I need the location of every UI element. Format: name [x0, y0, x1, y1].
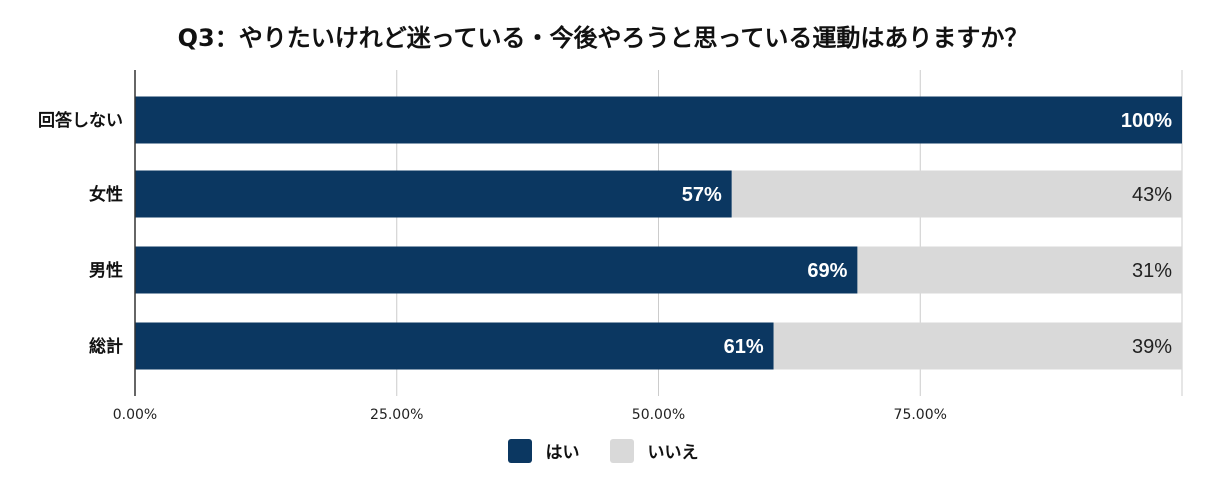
- legend-swatch-yes: [507, 438, 532, 463]
- data-label: 31%: [1132, 260, 1172, 282]
- legend-item-no: いいえ: [609, 438, 699, 463]
- bar-yes: [135, 246, 858, 294]
- category-label: 男性: [89, 260, 123, 281]
- chart-title: Q3：やりたいけれど迷っている・今後やろうと思っている運動はありますか？: [177, 24, 1029, 52]
- data-label: 39%: [1132, 336, 1172, 358]
- x-tick-label: 50.00%: [632, 407, 685, 423]
- category-label: 女性: [89, 184, 123, 205]
- bar-no: [731, 170, 1182, 218]
- x-tick-label: 75.00%: [894, 407, 947, 423]
- legend: はい いいえ: [0, 438, 1206, 463]
- legend-item-yes: はい: [507, 438, 580, 463]
- data-label: 43%: [1132, 184, 1172, 206]
- data-label: 69%: [807, 260, 847, 282]
- x-tick-label: 25.00%: [370, 407, 423, 423]
- legend-label-yes: はい: [545, 443, 580, 463]
- bar-no: [773, 322, 1182, 370]
- data-label: 100%: [1121, 110, 1172, 132]
- data-label: 57%: [682, 184, 722, 206]
- legend-label-no: いいえ: [647, 443, 699, 463]
- category-label: 総計: [89, 336, 123, 357]
- category-label: 回答しない: [38, 110, 123, 131]
- x-tick-label: 0.00%: [113, 407, 157, 423]
- bar-no: [857, 246, 1182, 294]
- bar-yes: [135, 170, 732, 218]
- legend-swatch-no: [609, 438, 634, 463]
- bar-yes: [135, 322, 774, 370]
- bar-yes: [135, 96, 1182, 144]
- data-label: 61%: [724, 336, 764, 358]
